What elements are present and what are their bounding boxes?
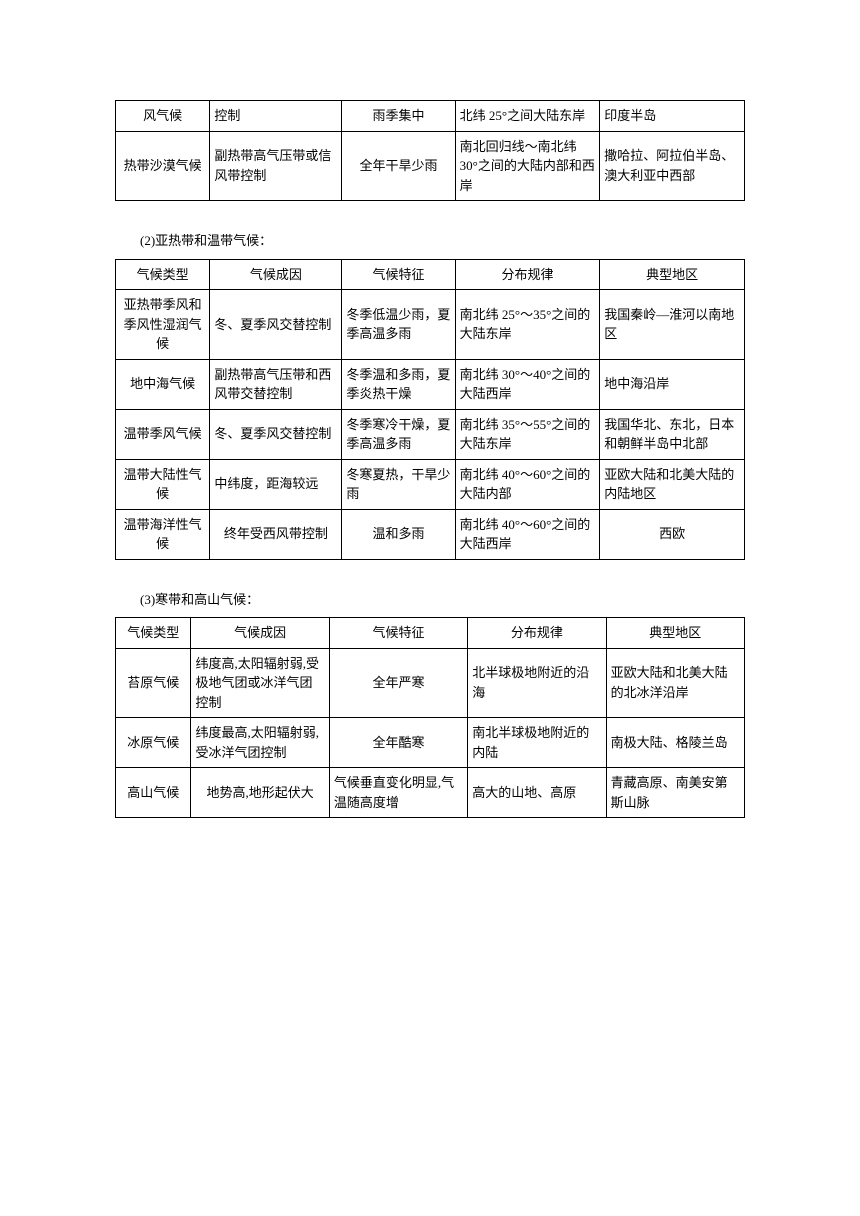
header-dist: 分布规律 (455, 259, 600, 290)
cell-cause: 冬、夏季风交替控制 (210, 409, 342, 459)
cell-dist: 北半球极地附近的沿海 (468, 648, 606, 718)
table-row: 地中海气候 副热带高气压带和西风带交替控制 冬季温和多雨，夏季炎热干燥 南北纬 … (116, 359, 745, 409)
cell-dist: 南北纬 40°～60°之间的大陆内部 (455, 459, 600, 509)
table-row: 高山气候 地势高,地形起伏大 气候垂直变化明显,气温随高度增 高大的山地、高原 … (116, 768, 745, 818)
cell-dist: 南北回归线～南北纬 30°之间的大陆内部和西岸 (455, 131, 600, 201)
cell-type: 温带海洋性气候 (116, 509, 210, 559)
cell-region: 青藏高原、南美安第斯山脉 (606, 768, 744, 818)
section-title-2: (2)亚热带和温带气候： (140, 231, 745, 251)
cell-feature: 全年严寒 (329, 648, 467, 718)
cell-feature: 气候垂直变化明显,气温随高度增 (329, 768, 467, 818)
cell-feature: 全年酷寒 (329, 718, 467, 768)
cell-cause: 控制 (210, 101, 342, 132)
table-row: 冰原气候 纬度最高,太阳辐射弱,受冰洋气团控制 全年酷寒 南北半球极地附近的内陆… (116, 718, 745, 768)
cell-region: 亚欧大陆和北美大陆的内陆地区 (600, 459, 745, 509)
cell-region: 我国华北、东北，日本和朝鲜半岛中北部 (600, 409, 745, 459)
cell-region: 地中海沿岸 (600, 359, 745, 409)
climate-table-2: 气候类型 气候成因 气候特征 分布规律 典型地区 亚热带季风和季风性湿润气候 冬… (115, 259, 745, 560)
cell-dist: 高大的山地、高原 (468, 768, 606, 818)
cell-feature: 冬季温和多雨，夏季炎热干燥 (342, 359, 455, 409)
cell-feature: 全年干旱少雨 (342, 131, 455, 201)
cell-cause: 纬度高,太阳辐射弱,受极地气团或冰洋气团控制 (191, 648, 329, 718)
header-region: 典型地区 (606, 618, 744, 649)
table-row: 风气候 控制 雨季集中 北纬 25°之间大陆东岸 印度半岛 (116, 101, 745, 132)
cell-cause: 副热带高气压带和西风带交替控制 (210, 359, 342, 409)
header-dist: 分布规律 (468, 618, 606, 649)
climate-table-3: 气候类型 气候成因 气候特征 分布规律 典型地区 苔原气候 纬度高,太阳辐射弱,… (115, 617, 745, 818)
cell-type: 亚热带季风和季风性湿润气候 (116, 290, 210, 360)
cell-dist: 南北半球极地附近的内陆 (468, 718, 606, 768)
cell-type: 地中海气候 (116, 359, 210, 409)
cell-type: 温带大陆性气候 (116, 459, 210, 509)
cell-cause: 中纬度，距海较远 (210, 459, 342, 509)
table-row: 温带季风气候 冬、夏季风交替控制 冬季寒冷干燥，夏季高温多雨 南北纬 35°～5… (116, 409, 745, 459)
cell-dist: 南北纬 35°～55°之间的大陆东岸 (455, 409, 600, 459)
cell-cause: 终年受西风带控制 (210, 509, 342, 559)
cell-feature: 温和多雨 (342, 509, 455, 559)
header-region: 典型地区 (600, 259, 745, 290)
cell-dist: 南北纬 30°～40°之间的大陆西岸 (455, 359, 600, 409)
table-header-row: 气候类型 气候成因 气候特征 分布规律 典型地区 (116, 618, 745, 649)
cell-feature: 冬季低温少雨，夏季高温多雨 (342, 290, 455, 360)
cell-region: 亚欧大陆和北美大陆的北冰洋沿岸 (606, 648, 744, 718)
section-title-3: (3)寒带和高山气候： (140, 590, 745, 610)
cell-dist: 南北纬 40°～60°之间的大陆西岸 (455, 509, 600, 559)
cell-type: 热带沙漠气候 (116, 131, 210, 201)
header-type: 气候类型 (116, 259, 210, 290)
cell-dist: 北纬 25°之间大陆东岸 (455, 101, 600, 132)
cell-region: 南极大陆、格陵兰岛 (606, 718, 744, 768)
cell-feature: 雨季集中 (342, 101, 455, 132)
cell-type: 冰原气候 (116, 718, 191, 768)
table-row: 温带海洋性气候 终年受西风带控制 温和多雨 南北纬 40°～60°之间的大陆西岸… (116, 509, 745, 559)
cell-type: 风气候 (116, 101, 210, 132)
table-row: 亚热带季风和季风性湿润气候 冬、夏季风交替控制 冬季低温少雨，夏季高温多雨 南北… (116, 290, 745, 360)
cell-cause: 纬度最高,太阳辐射弱,受冰洋气团控制 (191, 718, 329, 768)
cell-cause: 副热带高气压带或信风带控制 (210, 131, 342, 201)
header-cause: 气候成因 (191, 618, 329, 649)
cell-region: 我国秦岭—淮河以南地区 (600, 290, 745, 360)
table-header-row: 气候类型 气候成因 气候特征 分布规律 典型地区 (116, 259, 745, 290)
cell-cause: 冬、夏季风交替控制 (210, 290, 342, 360)
climate-table-1: 风气候 控制 雨季集中 北纬 25°之间大陆东岸 印度半岛 热带沙漠气候 副热带… (115, 100, 745, 201)
header-feature: 气候特征 (342, 259, 455, 290)
header-type: 气候类型 (116, 618, 191, 649)
cell-cause: 地势高,地形起伏大 (191, 768, 329, 818)
header-feature: 气候特征 (329, 618, 467, 649)
table-row: 热带沙漠气候 副热带高气压带或信风带控制 全年干旱少雨 南北回归线～南北纬 30… (116, 131, 745, 201)
cell-feature: 冬寒夏热，干旱少雨 (342, 459, 455, 509)
cell-dist: 南北纬 25°～35°之间的大陆东岸 (455, 290, 600, 360)
table-row: 温带大陆性气候 中纬度，距海较远 冬寒夏热，干旱少雨 南北纬 40°～60°之间… (116, 459, 745, 509)
cell-feature: 冬季寒冷干燥，夏季高温多雨 (342, 409, 455, 459)
cell-region: 西欧 (600, 509, 745, 559)
cell-type: 高山气候 (116, 768, 191, 818)
table-row: 苔原气候 纬度高,太阳辐射弱,受极地气团或冰洋气团控制 全年严寒 北半球极地附近… (116, 648, 745, 718)
cell-region: 撒哈拉、阿拉伯半岛、澳大利亚中西部 (600, 131, 745, 201)
cell-type: 温带季风气候 (116, 409, 210, 459)
cell-region: 印度半岛 (600, 101, 745, 132)
cell-type: 苔原气候 (116, 648, 191, 718)
header-cause: 气候成因 (210, 259, 342, 290)
